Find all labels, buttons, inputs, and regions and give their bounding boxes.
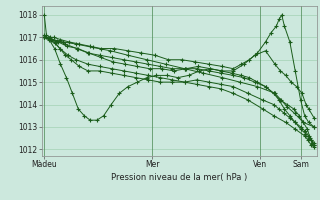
- X-axis label: Pression niveau de la mer( hPa ): Pression niveau de la mer( hPa ): [111, 173, 247, 182]
